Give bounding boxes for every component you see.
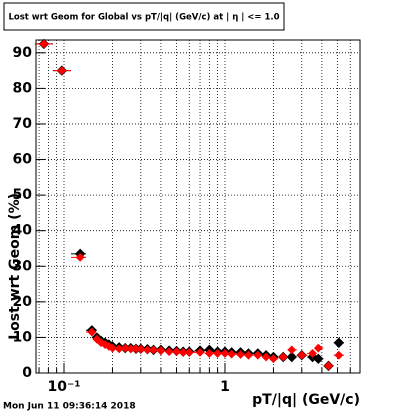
- data-point: [297, 350, 307, 360]
- y-axis-label: Lost wrt Geom (%): [7, 193, 23, 340]
- data-point: [313, 353, 324, 364]
- data-point: [100, 340, 110, 349]
- data-point: [220, 349, 230, 358]
- data-point: [172, 347, 181, 357]
- data-point: [136, 344, 146, 354]
- y-tick-label: 80: [13, 80, 33, 96]
- y-tick-label: 40: [13, 223, 33, 239]
- data-point: [184, 347, 194, 357]
- data-point: [143, 345, 152, 355]
- y-tick-label: 60: [13, 152, 33, 168]
- x-axis-label: pT/|q| (GeV/c): [252, 392, 360, 408]
- chart-title: Lost wrt Geom for Global vs pT/|q| (GeV/…: [8, 13, 279, 23]
- y-tick-label: 70: [13, 116, 33, 132]
- data-point: [164, 347, 174, 357]
- data-point: [57, 66, 67, 75]
- data-point: [149, 345, 158, 355]
- data-point: [278, 352, 288, 362]
- data-point: [108, 343, 117, 353]
- y-tick-label: 30: [13, 258, 33, 274]
- plot-frame: [35, 39, 361, 374]
- data-point: [308, 349, 317, 358]
- data-point: [39, 39, 49, 49]
- y-tick-label: 0: [22, 365, 32, 381]
- title-box: [3, 2, 285, 31]
- data-point: [261, 352, 271, 362]
- y-tick-label: 10: [13, 329, 33, 345]
- data-point: [244, 350, 253, 360]
- data-point: [287, 345, 297, 355]
- data-point: [324, 361, 333, 371]
- data-point: [286, 351, 297, 363]
- data-point: [213, 349, 223, 358]
- data-point: [253, 350, 263, 360]
- x-tick-label: 10⁻¹: [47, 379, 80, 395]
- y-tick-label: 20: [13, 294, 33, 310]
- data-point: [126, 344, 136, 354]
- data-point: [269, 354, 278, 364]
- timestamp: Mon Jun 11 09:36:14 2018: [3, 402, 136, 412]
- data-point: [236, 350, 245, 359]
- data-point: [333, 337, 345, 348]
- x-tick-label: 1: [220, 379, 230, 395]
- data-point: [114, 344, 124, 354]
- data-point: [313, 343, 323, 353]
- data-point: [227, 349, 237, 359]
- data-point: [75, 252, 85, 262]
- data-point: [131, 344, 141, 354]
- data-point: [178, 347, 188, 357]
- data-point: [334, 350, 344, 360]
- data-point: [195, 347, 205, 357]
- data-point: [87, 327, 97, 337]
- data-point: [120, 343, 130, 353]
- data-point: [156, 346, 166, 355]
- y-tick-label: 50: [13, 187, 33, 203]
- y-tick-label: 90: [13, 45, 33, 61]
- data-point: [204, 349, 214, 358]
